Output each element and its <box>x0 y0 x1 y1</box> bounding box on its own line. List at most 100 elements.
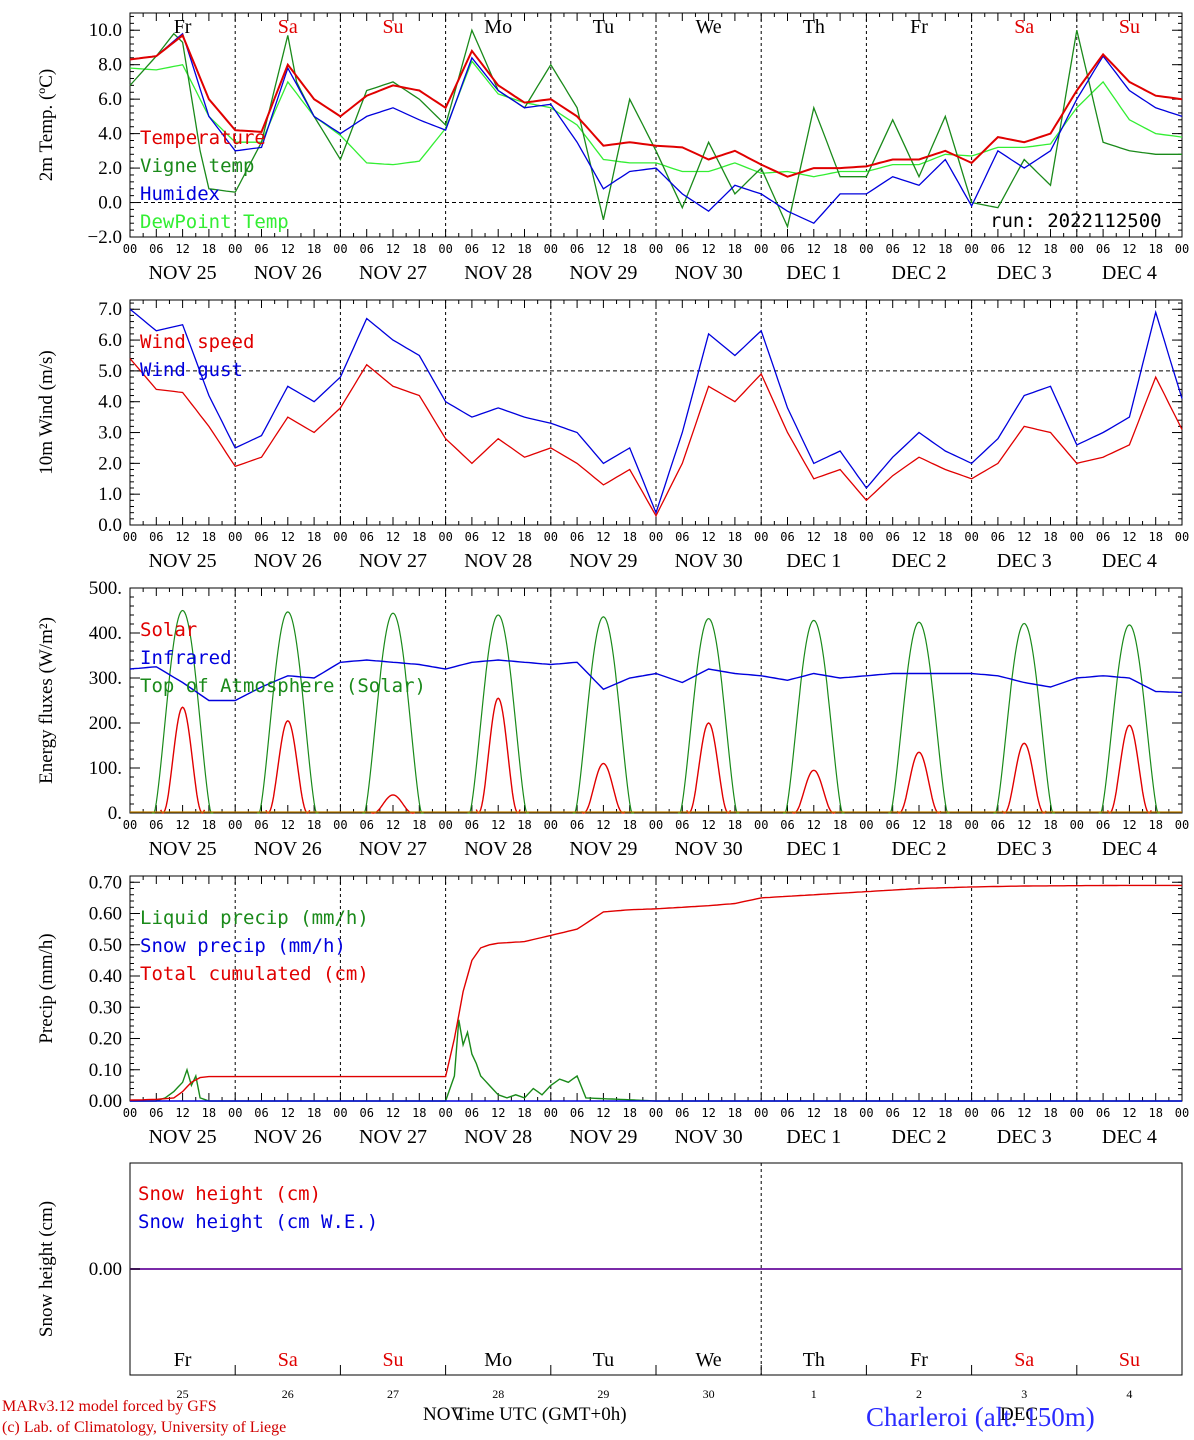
date-label: DEC 4 <box>1102 1126 1157 1148</box>
hour-tick-label: 00 <box>649 530 663 544</box>
solar-curve <box>370 794 416 814</box>
hour-tick-label: 18 <box>307 818 321 832</box>
weekday-label: We <box>696 16 722 38</box>
weekday-label: Fr <box>910 1349 928 1371</box>
hour-tick-label: 12 <box>701 530 715 544</box>
hour-tick-label: 12 <box>1017 1106 1031 1120</box>
hour-tick-label: 00 <box>1070 242 1084 256</box>
hour-tick-label: 12 <box>701 818 715 832</box>
hour-tick-label: 06 <box>254 530 268 544</box>
hour-tick-label: 12 <box>807 818 821 832</box>
solar-curve <box>791 769 837 814</box>
weekday-label: Sa <box>1014 16 1034 38</box>
hour-tick-label: 06 <box>991 242 1005 256</box>
hour-tick-label: 18 <box>202 1106 216 1120</box>
hour-tick-label: 18 <box>622 1106 636 1120</box>
hour-tick-label: 06 <box>570 530 584 544</box>
hour-tick-label: 00 <box>1175 530 1189 544</box>
date-label: DEC 2 <box>892 262 947 284</box>
panel-frame <box>129 299 1183 526</box>
hour-tick-label: 18 <box>1043 818 1057 832</box>
toa-solar-curve <box>677 617 740 814</box>
hour-tick-label: 06 <box>675 1106 689 1120</box>
hour-tick-label: 06 <box>1096 818 1110 832</box>
date-label: DEC 1 <box>786 838 841 860</box>
hour-tick-label: 18 <box>938 242 952 256</box>
hour-tick-label: 12 <box>912 818 926 832</box>
hour-tick-label: 12 <box>1122 242 1136 256</box>
hour-tick-label: 12 <box>807 530 821 544</box>
day-number-label: 26 <box>282 1387 294 1401</box>
day-number-label: 28 <box>492 1387 504 1401</box>
date-label: DEC 2 <box>892 550 947 572</box>
toa-solar-curve <box>783 619 845 814</box>
date-label: NOV 28 <box>464 1126 532 1148</box>
weekday-label: Sa <box>278 1349 298 1371</box>
hour-tick-label: 06 <box>149 242 163 256</box>
legend-entry: Humidex <box>140 183 220 205</box>
date-label: NOV 29 <box>569 1126 637 1148</box>
hour-tick-label: 00 <box>438 530 452 544</box>
hour-tick-label: 12 <box>1122 818 1136 832</box>
weekday-label: Fr <box>174 16 192 38</box>
date-label: DEC 4 <box>1102 838 1157 860</box>
hour-tick-label: 12 <box>912 530 926 544</box>
hour-tick-label: 00 <box>228 530 242 544</box>
hour-tick-label: 06 <box>254 1106 268 1120</box>
weekday-label: Mo <box>484 1349 512 1371</box>
solar-curve <box>1001 742 1047 814</box>
y-tick-label: 10.0 <box>89 20 122 41</box>
hour-tick-label: 06 <box>780 1106 794 1120</box>
weekday-label: Sa <box>1014 1349 1034 1371</box>
hour-tick-label: 18 <box>307 242 321 256</box>
weekday-label: Th <box>803 1349 825 1371</box>
hour-tick-label: 06 <box>885 1106 899 1120</box>
y-tick-label: 500. <box>89 578 122 599</box>
hour-tick-label: 18 <box>1043 242 1057 256</box>
hour-tick-label: 18 <box>517 530 531 544</box>
hour-tick-label: 00 <box>1070 1106 1084 1120</box>
hour-tick-label: 18 <box>1148 242 1162 256</box>
hour-tick-label: 18 <box>728 242 742 256</box>
date-label: DEC 3 <box>997 838 1052 860</box>
hour-tick-label: 06 <box>1096 242 1110 256</box>
date-label: NOV 26 <box>254 550 322 572</box>
y-tick-label: 0.0 <box>98 515 122 536</box>
precip-series-line <box>129 884 1182 1101</box>
date-label: NOV 30 <box>675 838 743 860</box>
hour-tick-label: 00 <box>649 1106 663 1120</box>
hour-tick-label: 00 <box>228 242 242 256</box>
series-line-2 <box>129 32 1183 224</box>
panel-frame <box>129 587 1183 814</box>
hour-tick-label: 18 <box>517 1106 531 1120</box>
legend-entry: Wind speed <box>140 331 254 353</box>
hour-tick-label: 12 <box>912 242 926 256</box>
weekday-label: Tu <box>593 1349 615 1371</box>
wind-series-line <box>129 308 1183 515</box>
y-tick-label: 8.0 <box>98 55 122 76</box>
date-label: DEC 3 <box>997 1126 1052 1148</box>
hour-tick-label: 06 <box>359 818 373 832</box>
date-label: NOV 27 <box>359 262 427 284</box>
weekday-label: Fr <box>910 16 928 38</box>
hour-tick-label: 18 <box>412 242 426 256</box>
hour-tick-label: 18 <box>833 1106 847 1120</box>
hour-tick-label: 12 <box>175 1106 189 1120</box>
hour-tick-label: 06 <box>885 530 899 544</box>
legend-entry: Liquid precip (mm/h) <box>140 907 369 929</box>
date-label: NOV 26 <box>254 1126 322 1148</box>
hour-tick-label: 00 <box>544 530 558 544</box>
hour-tick-label: 00 <box>228 1106 242 1120</box>
hour-tick-label: 18 <box>938 818 952 832</box>
date-label: DEC 4 <box>1102 262 1157 284</box>
hour-tick-label: 18 <box>1043 1106 1057 1120</box>
hour-tick-label: 00 <box>964 530 978 544</box>
legend-entry: Wind gust <box>140 359 243 381</box>
hour-tick-label: 18 <box>622 530 636 544</box>
legend-entry: Total cumulated (cm) <box>140 963 369 985</box>
weekday-label: Su <box>1119 16 1140 38</box>
hour-tick-label: 12 <box>491 242 505 256</box>
y-tick-label: 0.00 <box>89 1091 122 1112</box>
weekday-label: Fr <box>174 1349 192 1371</box>
hour-tick-label: 12 <box>386 818 400 832</box>
